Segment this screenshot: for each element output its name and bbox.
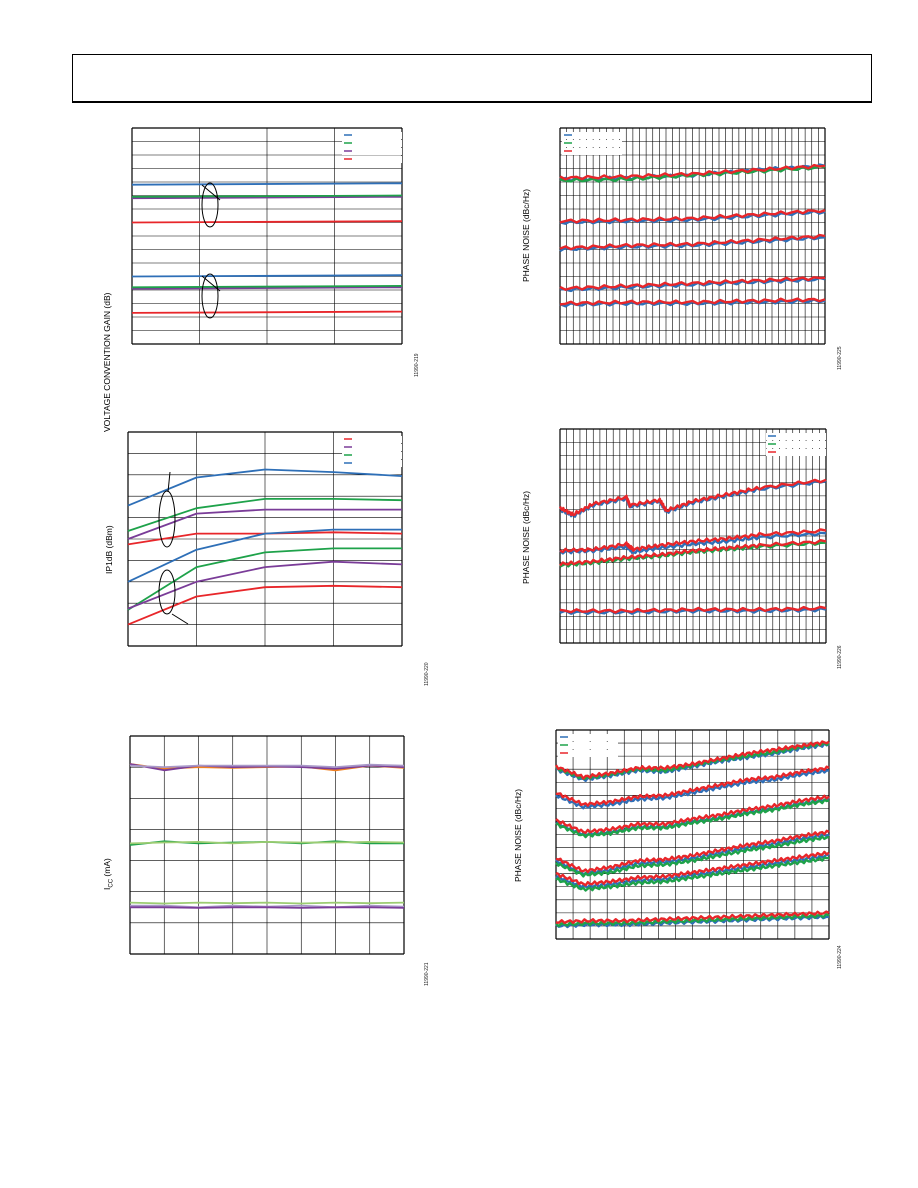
series-line-red — [559, 209, 826, 224]
series-line-purple — [131, 286, 403, 290]
series-line-lavender — [129, 763, 405, 768]
series-line-red — [559, 163, 826, 181]
annotation-ellipse — [158, 490, 176, 548]
figure-id: 11990-221 — [424, 962, 430, 986]
annotation-ellipse — [201, 273, 219, 319]
chart-svg-ip1db — [127, 431, 403, 647]
series-line-red — [559, 276, 826, 291]
series-line-red — [555, 794, 830, 835]
series-line-green — [131, 194, 403, 198]
series-line-red — [555, 829, 830, 874]
series-line-blue — [127, 468, 403, 507]
chart-svg-phase-noise-3 — [554, 729, 830, 940]
legend-background — [558, 742, 618, 749]
legend-background — [342, 156, 402, 163]
legend-background — [342, 148, 402, 155]
chart-svg-phase-noise-2 — [558, 428, 827, 644]
series-line-green — [559, 165, 826, 183]
chart-panel-voltage-gain: VOLTAGE CONVENTION GAIN (dB) 11990-219 — [100, 120, 430, 432]
series-line-red — [555, 765, 830, 807]
series-line-blue — [131, 182, 403, 186]
series-line-red — [554, 740, 830, 780]
legend-background — [342, 132, 402, 139]
plot-area — [131, 127, 403, 345]
legend-background — [558, 750, 618, 757]
series-line-purple — [130, 906, 405, 909]
series-line-red — [559, 233, 826, 251]
chart-panel-phase-noise-1: PHASE NOISE (dBc/Hz) 11990-225 — [515, 120, 855, 380]
annotation-ellipse — [158, 569, 176, 615]
chart-svg-voltage-gain — [131, 127, 403, 345]
legend-background — [342, 460, 402, 467]
annotation-leader — [201, 184, 221, 201]
series-line-green — [555, 856, 830, 892]
series-line-red — [555, 910, 830, 925]
series-line-purple — [131, 195, 403, 200]
y-axis-label: PHASE NOISE (dBc/Hz) — [521, 490, 531, 584]
series-line-red — [559, 297, 826, 306]
chart-panel-ip1db: IP1dB (dBm) 11990-220 — [100, 424, 430, 692]
annotation-ellipse — [201, 182, 219, 228]
figure-id: 11990-226 — [837, 645, 843, 669]
chart-panel-icc: ICC (mA) 11990-221 — [100, 728, 440, 990]
plot-area — [129, 735, 405, 955]
legend-background — [342, 436, 402, 443]
legend-background — [342, 444, 402, 451]
series-line-blue — [127, 528, 402, 583]
series-line-green — [131, 285, 403, 289]
y-axis-label: VOLTAGE CONVENTION GAIN (dB) — [102, 292, 112, 432]
series-line-lightgreen — [129, 901, 405, 905]
page-header-box — [72, 54, 872, 103]
legend-background — [342, 452, 402, 459]
y-axis-label: ICC (mA) — [102, 858, 115, 890]
legend-background — [562, 148, 622, 155]
plot-area — [558, 428, 827, 644]
series-line-red — [558, 478, 827, 517]
legend-background — [766, 449, 826, 456]
series-line-red — [131, 220, 403, 224]
legend-background — [766, 433, 826, 440]
annotation-leader — [167, 471, 171, 493]
figure-id: 11990-220 — [424, 662, 430, 686]
y-axis-label: PHASE NOISE (dBc/Hz) — [513, 788, 523, 882]
series-line-red — [131, 310, 403, 314]
series-line-purple — [127, 508, 402, 540]
series-line-blue — [559, 531, 827, 555]
annotation-leader — [201, 275, 221, 292]
figure-id: 11990-224 — [837, 945, 843, 969]
chart-svg-phase-noise-1 — [559, 127, 826, 345]
series-line-green — [555, 798, 830, 839]
chart-panel-phase-noise-2: PHASE NOISE (dBc/Hz) 11990-226 — [515, 424, 855, 686]
chart-svg-icc — [129, 735, 405, 955]
plot-area — [127, 431, 403, 647]
series-line-green — [127, 498, 403, 532]
series-line-red — [559, 538, 827, 567]
legend-background — [558, 734, 618, 741]
y-axis-label: IP1dB (dBm) — [104, 525, 114, 574]
series-line-blue — [131, 274, 403, 278]
series-line-red — [559, 605, 827, 614]
plot-area — [554, 729, 830, 940]
legend-background — [562, 132, 622, 139]
series-line-red — [559, 528, 827, 554]
chart-panel-phase-noise-3: PHASE NOISE (dBc/Hz) 11990-224 — [500, 724, 845, 974]
series-line-green — [555, 913, 830, 928]
series-line-green — [555, 835, 830, 878]
figure-id: 11990-225 — [837, 346, 843, 370]
y-axis-label: PHASE NOISE (dBc/Hz) — [521, 188, 531, 282]
series-line-red — [555, 850, 830, 887]
plot-area — [559, 127, 826, 345]
legend-background — [562, 140, 622, 147]
series-line-lightgreen — [129, 841, 405, 845]
annotation-leader — [171, 613, 189, 625]
series-line-purple — [127, 560, 403, 610]
figure-id: 11990-219 — [414, 353, 420, 377]
legend-background — [342, 140, 402, 147]
legend-background — [766, 441, 826, 448]
series-line-blue — [559, 276, 826, 293]
